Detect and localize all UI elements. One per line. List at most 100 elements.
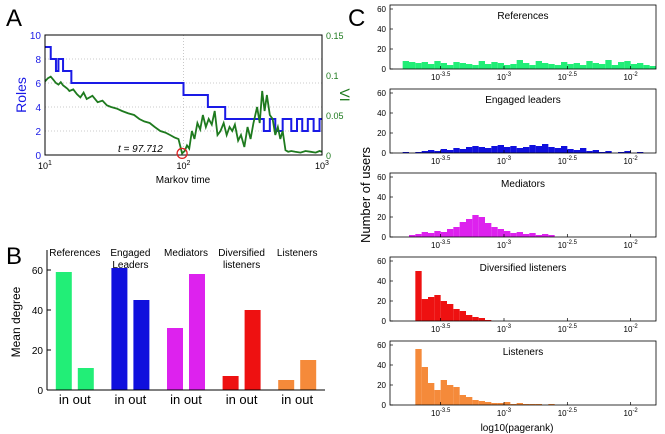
panel-c-hist-bar bbox=[618, 152, 625, 153]
panel-c-hist-bar bbox=[497, 229, 504, 237]
panel-c-y-tick-label: 40 bbox=[377, 277, 386, 286]
panel-a-right-tick-label: 0 bbox=[326, 151, 331, 161]
panel-c-x-tick-exponent: -3.5 bbox=[440, 240, 451, 246]
panel-c-hist-bar bbox=[542, 234, 549, 237]
panel-b-ylabel: Mean degree bbox=[9, 286, 23, 357]
panel-c-x-tick-exponent: -2 bbox=[632, 408, 638, 414]
panel-c-subplot-title: Diversified listeners bbox=[480, 263, 567, 274]
panel-c-hist-bar bbox=[472, 146, 479, 153]
panel-a-right-tick-label: 0.15 bbox=[326, 31, 344, 41]
panel-c-hist-bar bbox=[548, 404, 555, 405]
panel-c-y-tick-label: 40 bbox=[377, 25, 386, 34]
panel-b-x-tick-label: in out bbox=[114, 392, 146, 407]
panel-c-hist-bar bbox=[637, 152, 644, 153]
panel-c-x-tick-label: 10-3.5 bbox=[431, 72, 451, 82]
panel-c-hist-bar bbox=[523, 147, 530, 153]
panel-c-hist-bar bbox=[497, 63, 504, 69]
panel-a-roles-line bbox=[45, 46, 322, 132]
panel-letter-b: B bbox=[6, 243, 22, 270]
panel-c-frame bbox=[389, 256, 657, 322]
panel-c-hist-bar bbox=[637, 63, 644, 69]
panel-c-hist-bar bbox=[485, 223, 492, 237]
panel-c-x-tick-label: 10-2 bbox=[624, 408, 639, 418]
panel-a-highlight-marker bbox=[176, 147, 188, 160]
panel-a-x-tick-exponent: 2 bbox=[187, 160, 191, 167]
panel-b-group-label: References bbox=[49, 248, 100, 259]
panel-b-x-tick-label: in out bbox=[170, 392, 202, 407]
panel-b-group-label: Mediators bbox=[164, 248, 208, 259]
panel-c-x-tick-exponent: -2.5 bbox=[567, 240, 578, 246]
panel-c-hist-bar bbox=[592, 150, 599, 153]
panel-a-left-tick-label: 4 bbox=[35, 103, 41, 114]
panel-c-x-tick-label: 10-2 bbox=[624, 156, 639, 166]
panel-a-x-tick-label: 101 bbox=[38, 160, 52, 171]
panel-c-hist-bar bbox=[529, 145, 536, 153]
panel-c-hist-bar bbox=[459, 149, 466, 153]
panel-c-y-tick-label: 60 bbox=[377, 257, 386, 266]
panel-c-hist-bar bbox=[580, 65, 587, 69]
panel-c-x-tick-exponent: -2.5 bbox=[567, 408, 578, 414]
panel-c-hist-bar bbox=[586, 151, 593, 153]
panel-c-hist-bar bbox=[421, 62, 428, 69]
panel-c-x-tick-exponent: -2 bbox=[632, 72, 638, 78]
panel-b-bar-in bbox=[167, 328, 183, 390]
panel-c-hist-bar bbox=[409, 235, 416, 237]
panel-b-group-label: Engaged Leaders bbox=[110, 248, 150, 271]
panel-c-hist-bar bbox=[529, 65, 536, 69]
panel-c-hist-bar bbox=[428, 383, 435, 405]
panel-c-hist-bar bbox=[447, 229, 454, 237]
panel-c-hist-bar bbox=[453, 227, 460, 237]
panel-c-hist-bar bbox=[459, 222, 466, 237]
panel-a-left-tick-label: 8 bbox=[35, 55, 41, 66]
panel-c-hist-bar bbox=[434, 231, 441, 237]
panel-c-x-tick-exponent: -3 bbox=[506, 72, 512, 78]
panel-c-hist-bar bbox=[434, 295, 441, 321]
panel-c-hist-bar bbox=[434, 151, 441, 153]
panel-c-hist-bar bbox=[415, 349, 422, 405]
panel-c-hist-bar bbox=[453, 62, 460, 69]
panel-c-frame bbox=[389, 4, 657, 70]
panel-c-hist-bar bbox=[510, 64, 517, 69]
panel-c-hist-bar bbox=[624, 61, 631, 69]
panel-c-y-tick-label: 20 bbox=[377, 129, 386, 138]
panel-c-hist-bar bbox=[478, 318, 485, 321]
panel-c-hist-bar bbox=[428, 297, 435, 321]
panel-c-x-tick-label: 10-2.5 bbox=[558, 408, 578, 418]
panel-c-x-tick-label: 10-3 bbox=[497, 408, 512, 418]
panel-a-right-tick-label: 0.1 bbox=[326, 71, 339, 81]
panel-c-hist-bar bbox=[554, 65, 561, 69]
panel-c-hist-bar bbox=[586, 61, 593, 69]
panel-c-hist-bar bbox=[485, 148, 492, 153]
panel-c-hist-bar bbox=[548, 64, 555, 69]
panel-c-hist-bar bbox=[605, 60, 612, 69]
panel-c-x-tick-exponent: -2.5 bbox=[567, 156, 578, 162]
panel-c-hist-bar bbox=[523, 404, 530, 405]
panel-b-ticks: 0 20 40 60 bbox=[32, 250, 325, 397]
panel-c-hist-bar bbox=[453, 387, 460, 405]
panel-c-hist-bar bbox=[440, 380, 447, 405]
panel-a-x-tick-label: 103 bbox=[315, 160, 329, 171]
panel-b-x-tick-label: in out bbox=[59, 392, 91, 407]
panel-c-hist-bar bbox=[542, 63, 549, 69]
panel-c-subplot: Mediators 0 20 40 60 10-3.5 10-3 10-2.5 10-2 bbox=[377, 172, 657, 250]
panel-c-hist-bar bbox=[529, 404, 536, 405]
panel-c-y-tick-label: 0 bbox=[382, 65, 387, 74]
panel-c-hist-bar bbox=[504, 147, 511, 153]
panel-c-y-tick-label: 20 bbox=[377, 297, 386, 306]
panel-letter-a: A bbox=[6, 5, 22, 32]
panel-b-y-tick-label: 40 bbox=[32, 306, 44, 317]
panel-c-x-tick-label: 10-3 bbox=[497, 240, 512, 250]
panel-a-ylabel-left: Roles bbox=[13, 77, 29, 113]
panel-c-hist-bar bbox=[491, 62, 498, 69]
panel-c-hist-bar bbox=[478, 147, 485, 153]
panel-c-y-tick-label: 40 bbox=[377, 109, 386, 118]
panel-c-hist-bar bbox=[504, 65, 511, 69]
panel-a-left-tick-label: 6 bbox=[35, 79, 41, 90]
panel-b-y-tick-label: 20 bbox=[32, 346, 44, 357]
panel-c-hist-bar bbox=[472, 317, 479, 321]
panel-c-hist-bar bbox=[510, 146, 517, 153]
panel-b-group-label-line: Leaders bbox=[112, 260, 148, 271]
panel-c-hist-bar bbox=[428, 150, 435, 153]
panel-b-group-label-line: Engaged bbox=[110, 248, 150, 259]
panel-c-hist-bar bbox=[472, 65, 479, 69]
